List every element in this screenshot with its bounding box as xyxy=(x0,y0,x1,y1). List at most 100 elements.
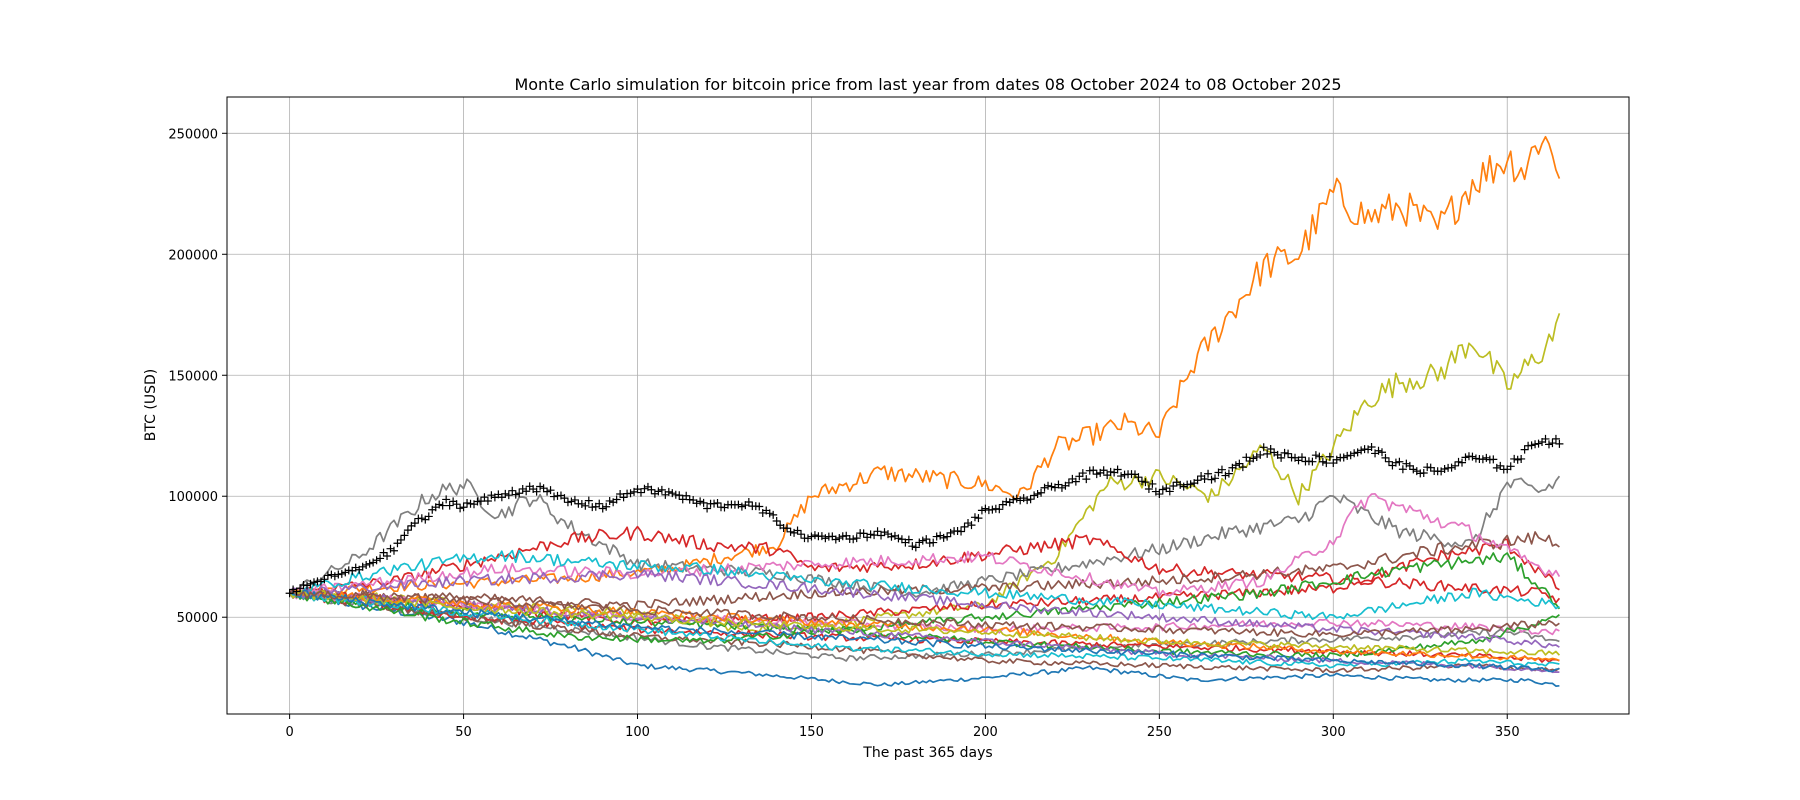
actual-price-marker xyxy=(744,498,753,506)
actual-price-marker xyxy=(1200,475,1209,484)
actual-price-marker xyxy=(1158,485,1167,494)
actual-price-marker xyxy=(1263,449,1272,458)
actual-price-marker xyxy=(480,493,489,502)
x-axis-label: The past 365 days xyxy=(862,745,992,761)
actual-price-marker xyxy=(657,485,666,494)
actual-price-marker xyxy=(1489,455,1498,464)
actual-price-marker xyxy=(1374,446,1383,455)
actual-price-marker xyxy=(386,544,395,553)
actual-price-marker xyxy=(515,489,524,498)
actual-price-marker xyxy=(1030,491,1039,500)
actual-price-marker xyxy=(1259,443,1268,452)
actual-price-marker xyxy=(970,513,979,522)
actual-price-marker xyxy=(1242,453,1251,462)
actual-price-marker xyxy=(1381,453,1390,462)
simulation-line xyxy=(288,588,1560,660)
actual-price-marker xyxy=(692,499,701,508)
actual-price-marker xyxy=(1207,475,1216,484)
actual-price-marker xyxy=(497,493,506,502)
actual-price-marker xyxy=(442,495,451,504)
actual-price-marker xyxy=(285,589,294,598)
actual-price-marker xyxy=(396,535,405,544)
actual-price-marker xyxy=(1103,471,1112,480)
actual-price-marker xyxy=(977,506,986,515)
actual-price-marker xyxy=(960,522,969,531)
actual-price-marker xyxy=(1204,469,1213,478)
actual-price-marker xyxy=(703,504,712,513)
actual-price-marker xyxy=(456,504,465,513)
actual-price-marker xyxy=(306,579,315,588)
actual-price-marker xyxy=(1461,453,1470,462)
actual-price-marker xyxy=(1092,470,1101,479)
actual-price-marker xyxy=(1391,458,1400,467)
simulation-line xyxy=(288,569,1560,649)
actual-price-marker xyxy=(560,494,569,503)
plot-frame xyxy=(226,96,1630,715)
actual-price-marker xyxy=(581,501,590,510)
actual-price-marker xyxy=(563,498,572,507)
actual-price-marker xyxy=(1325,452,1334,461)
actual-price-marker xyxy=(536,482,545,491)
actual-price-marker xyxy=(943,532,952,541)
actual-price-marker xyxy=(1395,457,1404,466)
actual-price-marker xyxy=(1318,457,1327,466)
actual-price-marker xyxy=(417,514,426,523)
actual-price-marker xyxy=(988,505,997,514)
actual-price-marker xyxy=(675,491,684,500)
actual-price-marker xyxy=(915,538,924,547)
actual-price-marker xyxy=(1099,466,1108,475)
actual-price-marker xyxy=(376,554,385,563)
actual-price-marker xyxy=(1440,465,1449,474)
actual-price-marker xyxy=(821,534,830,543)
actual-price-marker xyxy=(309,578,318,587)
actual-price-marker xyxy=(873,527,882,536)
actual-price-marker xyxy=(1329,459,1338,468)
actual-price-marker xyxy=(946,528,955,537)
actual-price-marker xyxy=(1367,443,1376,452)
y-tick-label: 200000 xyxy=(168,248,218,263)
actual-price-marker xyxy=(1346,451,1355,460)
actual-price-marker xyxy=(1193,476,1202,485)
actual-price-marker xyxy=(1113,465,1122,474)
simulation-line xyxy=(289,589,1560,687)
actual-price-marker xyxy=(1012,494,1021,503)
actual-price-marker xyxy=(682,491,691,500)
simulation-line xyxy=(288,588,1560,638)
actual-price-marker xyxy=(668,489,677,498)
actual-price-marker xyxy=(894,534,903,543)
actual-price-marker xyxy=(1148,479,1157,488)
actual-price-marker xyxy=(831,535,840,544)
simulation-line xyxy=(289,475,1561,598)
actual-price-marker xyxy=(1384,457,1393,466)
actual-price-marker xyxy=(911,543,920,552)
x-tick-label: 100 xyxy=(625,725,650,740)
actual-price-marker xyxy=(1144,485,1153,494)
actual-price-marker xyxy=(647,485,656,494)
actual-price-marker xyxy=(1405,461,1414,470)
actual-price-marker xyxy=(445,501,454,510)
actual-price-marker xyxy=(400,531,409,540)
actual-price-marker xyxy=(1555,439,1564,448)
actual-price-marker xyxy=(605,496,614,505)
actual-price-marker xyxy=(389,546,398,555)
actual-price-marker xyxy=(1044,481,1053,490)
actual-price-marker xyxy=(810,531,819,540)
actual-price-marker xyxy=(626,489,635,498)
actual-price-marker xyxy=(636,488,645,497)
actual-price-marker xyxy=(1169,482,1178,491)
actual-price-marker xyxy=(1047,482,1056,491)
x-tick-label: 250 xyxy=(1147,725,1172,740)
actual-price-marker xyxy=(410,519,419,528)
actual-price-marker xyxy=(981,504,990,513)
actual-price-marker xyxy=(365,559,374,568)
actual-price-marker xyxy=(1179,482,1188,491)
actual-price-marker xyxy=(877,531,886,540)
actual-price-marker xyxy=(1002,497,1011,506)
actual-price-marker xyxy=(1235,459,1244,468)
actual-price-marker xyxy=(570,495,579,504)
actual-price-marker xyxy=(696,497,705,506)
actual-price-marker xyxy=(1426,463,1435,472)
actual-price-marker xyxy=(957,527,966,536)
actual-price-marker xyxy=(783,524,792,533)
